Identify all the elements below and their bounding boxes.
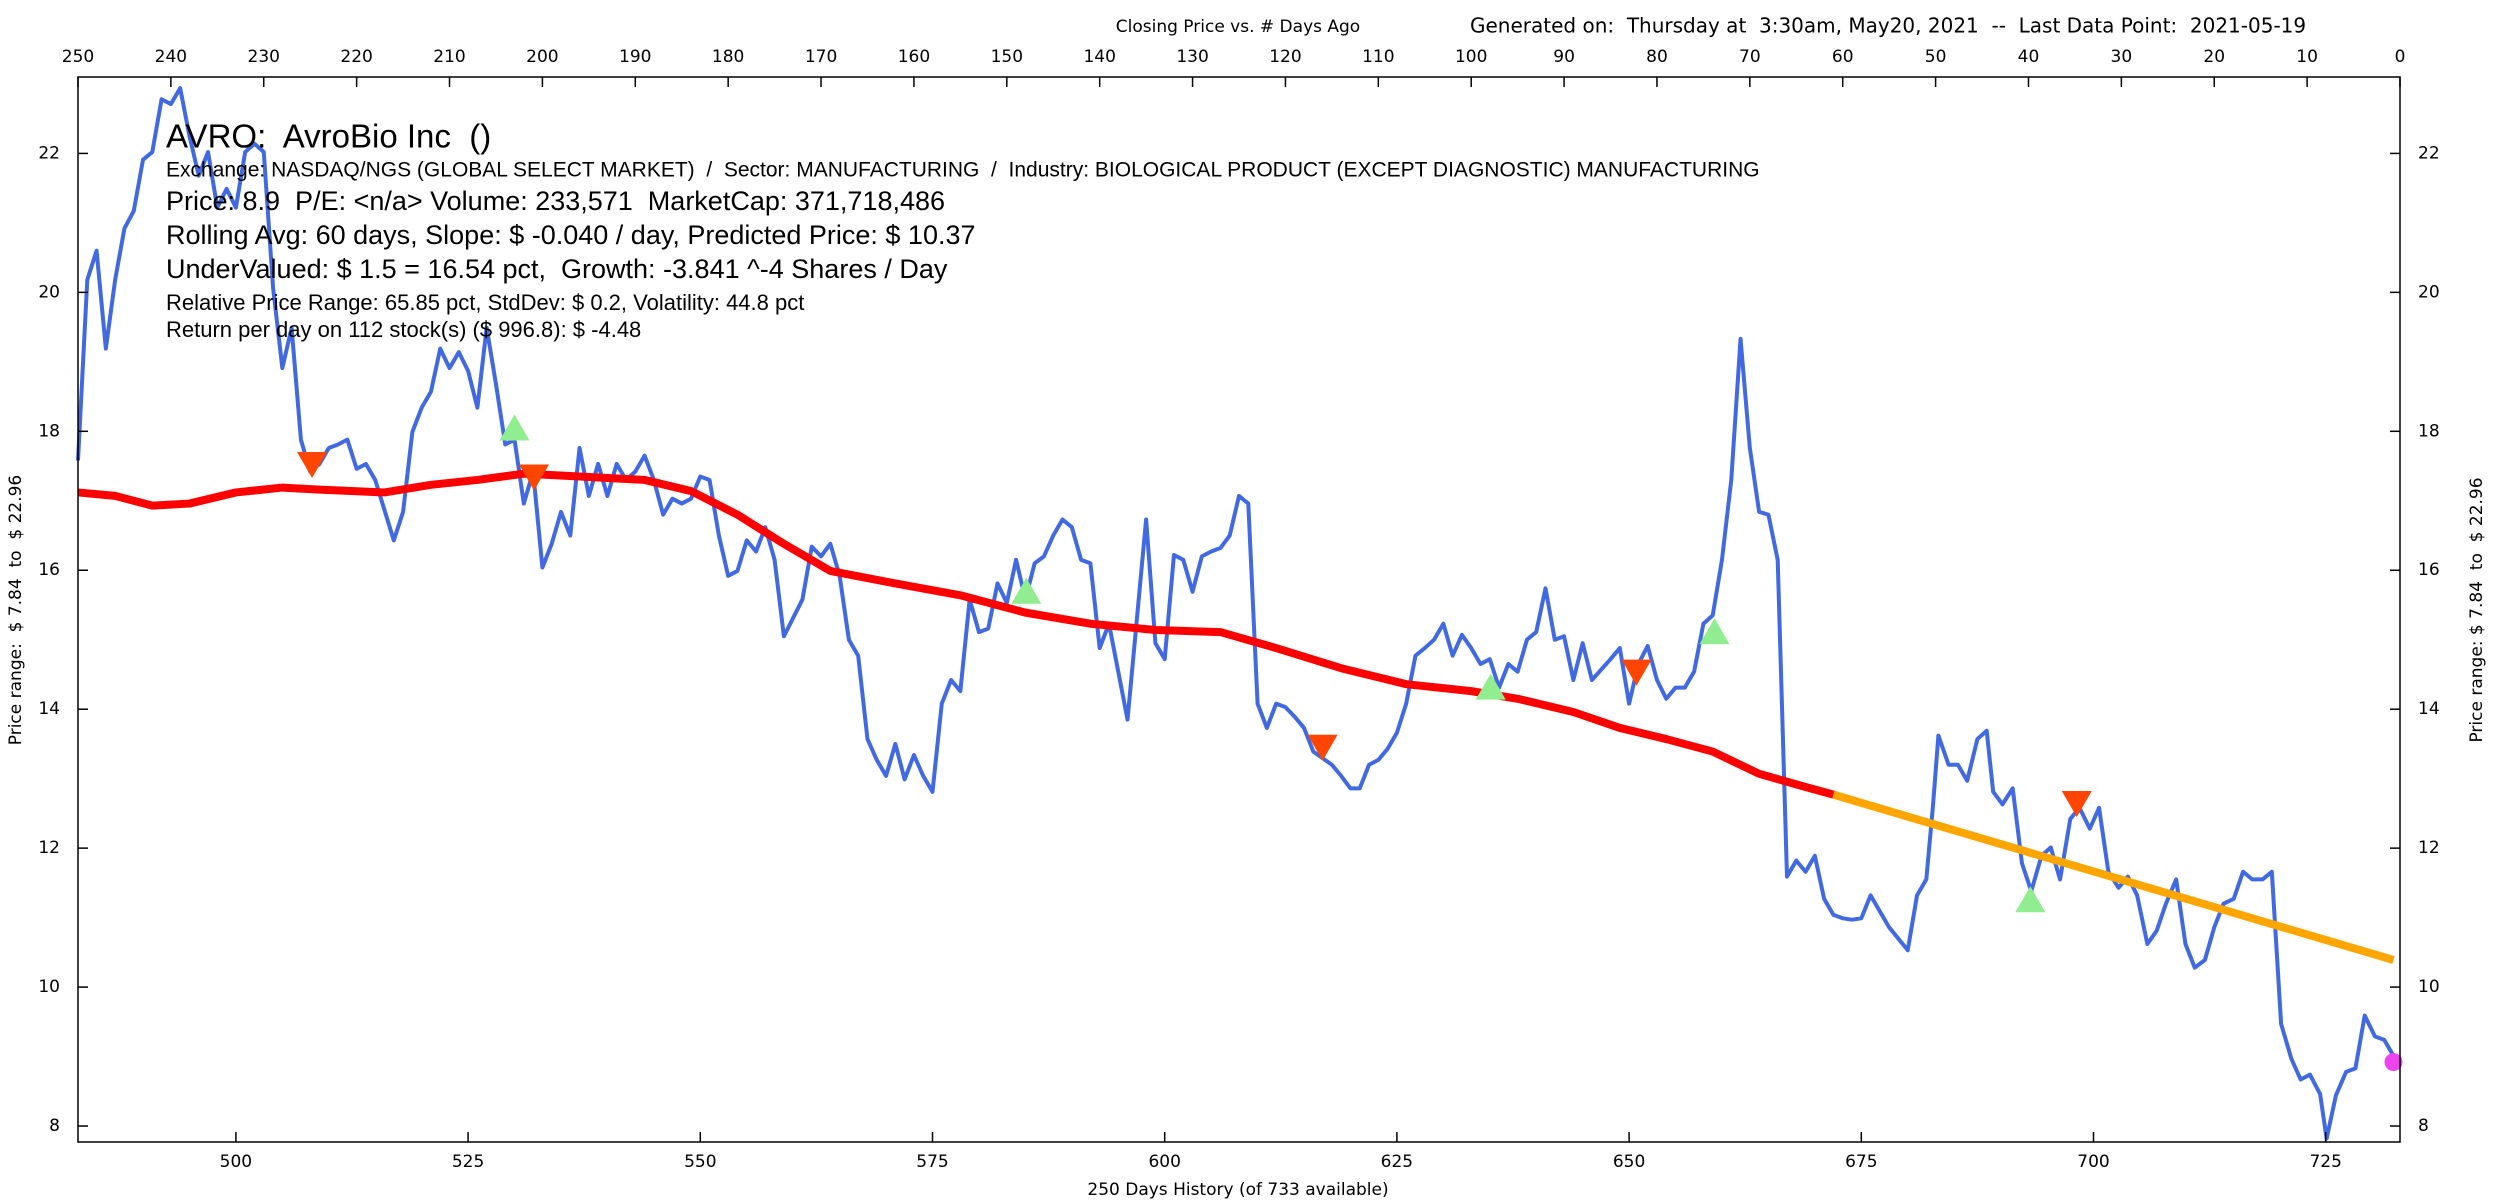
x-tick-label: 575 [916, 1152, 948, 1172]
y-tick-label: 20 [38, 282, 60, 302]
y2-tick-label: 20 [2418, 282, 2440, 302]
y2-tick-label: 18 [2418, 421, 2440, 441]
y-tick-label: 16 [38, 560, 60, 580]
signal-marker [1011, 577, 1042, 604]
info-line: Relative Price Range: 65.85 pct, StdDev:… [166, 290, 804, 315]
x2-tick-label: 20 [2203, 47, 2225, 67]
x-tick-label: 600 [1148, 1152, 1180, 1172]
x2-tick-label: 170 [805, 47, 837, 67]
y-tick-label: 10 [38, 977, 60, 997]
x-tick-label: 500 [220, 1152, 252, 1172]
x2-tick-label: 230 [248, 47, 280, 67]
x2-tick-label: 180 [712, 47, 744, 67]
signal-marker [2015, 886, 2046, 913]
signal-marker [1699, 618, 1730, 645]
signal-marker [499, 414, 530, 441]
x2-tick-label: 0 [2395, 47, 2406, 67]
y-tick-label: 18 [38, 421, 60, 441]
x2-tick-label: 30 [2111, 47, 2133, 67]
y2-axis-label: Price range: $ 7.84 to $ 22.96 [2467, 477, 2487, 742]
chart-subtitle: Generated on: Thursday at 3:30am, May20,… [1470, 14, 2306, 38]
x2-tick-label: 10 [2296, 47, 2318, 67]
x-tick-label: 700 [2077, 1152, 2109, 1172]
x-tick-label: 675 [1845, 1152, 1877, 1172]
trend-line [1832, 790, 2395, 964]
signal-marker [1621, 659, 1652, 686]
x-tick-label: 525 [452, 1152, 484, 1172]
x2-tick-label: 250 [62, 47, 94, 67]
signal-marker [2061, 790, 2092, 817]
y-axis-label: Price range: $ 7.84 to $ 22.96 [6, 475, 26, 745]
plot-frame [77, 76, 2401, 1143]
signal-marker [2384, 1053, 2403, 1072]
x-tick-label: 550 [684, 1152, 716, 1172]
y-tick-label: 14 [38, 699, 60, 719]
x2-tick-label: 200 [526, 47, 558, 67]
x2-tick-label: 90 [1553, 47, 1575, 67]
x2-tick-label: 110 [1362, 47, 1394, 67]
x2-tick-label: 130 [1176, 47, 1208, 67]
y2-tick-label: 8 [2418, 1116, 2429, 1136]
x2-tick-label: 210 [433, 47, 465, 67]
y-tick-label: 12 [38, 838, 60, 858]
x2-tick-label: 70 [1739, 47, 1761, 67]
y2-tick-label: 22 [2418, 143, 2440, 163]
x-tick-label: 725 [2309, 1152, 2341, 1172]
x-tick-label: 625 [1381, 1152, 1413, 1172]
signal-marker [297, 451, 328, 478]
trend-line [77, 469, 1835, 799]
x2-tick-label: 80 [1646, 47, 1668, 67]
info-line: Rolling Avg: 60 days, Slope: $ -0.040 / … [166, 220, 976, 250]
chart-title: Closing Price vs. # Days Ago [1116, 17, 1360, 37]
info-line: Price: 8.9 P/E: <n/a> Volume: 233,571 Ma… [166, 186, 945, 216]
x2-tick-label: 60 [1832, 47, 1854, 67]
x2-tick-label: 40 [2018, 47, 2040, 67]
y2-tick-label: 16 [2418, 560, 2440, 580]
signal-marker [519, 464, 550, 491]
y-tick-label: 22 [38, 143, 60, 163]
info-line: Exchange: NASDAQ/NGS (GLOBAL SELECT MARK… [166, 159, 1760, 182]
plot-area [76, 86, 2403, 1141]
x2-tick-label: 190 [619, 47, 651, 67]
x2-tick-label: 140 [1083, 47, 1115, 67]
x2-tick-label: 120 [1269, 47, 1301, 67]
x-tick-label: 650 [1613, 1152, 1645, 1172]
info-title: AVRO: AvroBio Inc () [166, 118, 491, 155]
info-line: Return per day on 112 stock(s) ($ 996.8)… [166, 317, 641, 342]
x2-tick-label: 240 [155, 47, 187, 67]
x2-tick-label: 150 [991, 47, 1023, 67]
signal-marker [1475, 673, 1506, 700]
x2-tick-label: 220 [340, 47, 372, 67]
x-axis-label: 250 Days History (of 733 available) [1087, 1180, 1388, 1200]
y-tick-label: 8 [49, 1116, 60, 1136]
y2-tick-label: 12 [2418, 838, 2440, 858]
signal-marker [1307, 734, 1338, 761]
x2-tick-label: 100 [1455, 47, 1487, 67]
y2-tick-label: 10 [2418, 977, 2440, 997]
x2-tick-label: 50 [1925, 47, 1947, 67]
price-line [76, 86, 2396, 1141]
y2-tick-label: 14 [2418, 699, 2440, 719]
x2-tick-label: 160 [898, 47, 930, 67]
info-line: UnderValued: $ 1.5 = 16.54 pct, Growth: … [166, 254, 948, 284]
info-block: AVRO: AvroBio Inc () Exchange: NASDAQ/NG… [166, 118, 1760, 342]
